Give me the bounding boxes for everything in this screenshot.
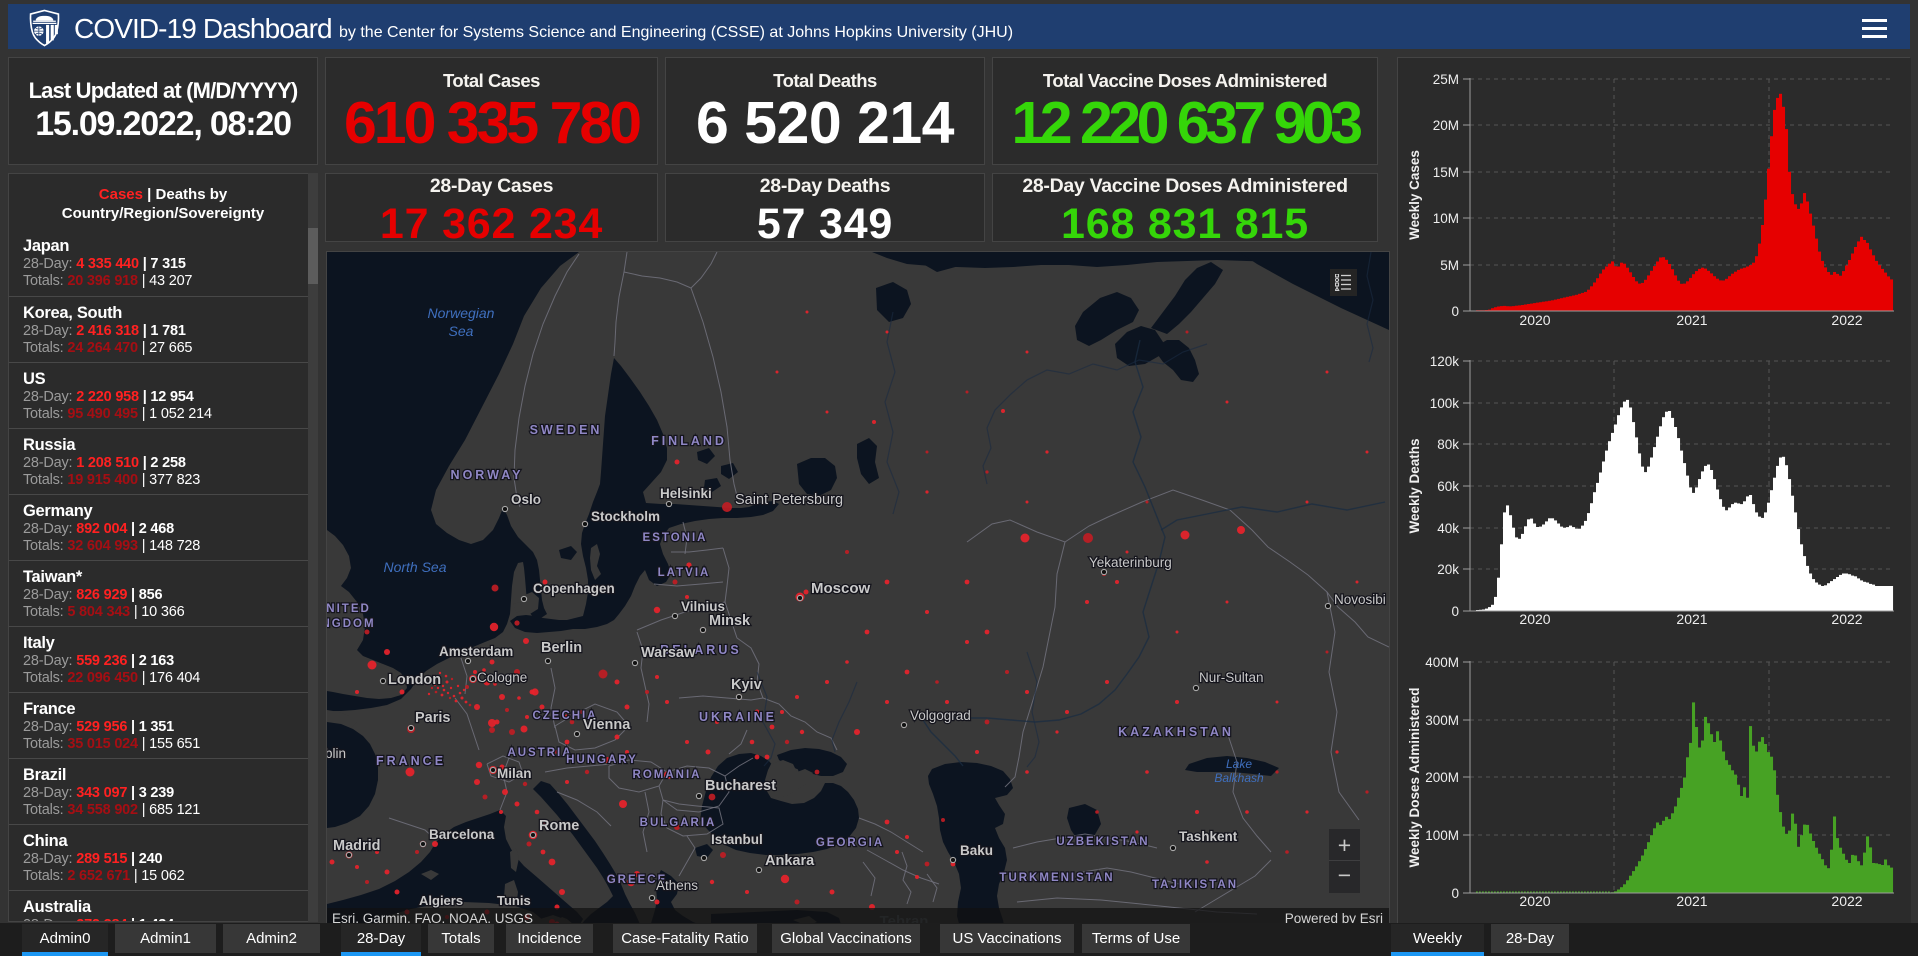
svg-text:Weekly Doses Administered: Weekly Doses Administered (1407, 687, 1422, 867)
svg-text:Moscow: Moscow (811, 580, 871, 597)
svg-text:2020: 2020 (1519, 893, 1550, 909)
svg-text:Helsinki: Helsinki (660, 486, 712, 501)
svg-text:KINGDOM: KINGDOM (327, 618, 376, 630)
svg-text:BELARUS: BELARUS (660, 643, 741, 657)
svg-text:ESTONIA: ESTONIA (643, 532, 708, 544)
svg-text:0: 0 (1451, 886, 1459, 901)
svg-text:100k: 100k (1430, 396, 1460, 411)
svg-text:Minsk: Minsk (709, 613, 751, 629)
svg-text:Vilnius: Vilnius (681, 599, 725, 614)
svg-text:Rome: Rome (539, 818, 579, 834)
svg-text:LATVIA: LATVIA (658, 567, 711, 579)
svg-text:FRANCE: FRANCE (376, 754, 446, 768)
svg-text:Weekly Deaths: Weekly Deaths (1407, 438, 1422, 533)
svg-text:BULGARIA: BULGARIA (640, 817, 717, 829)
svg-text:UZBEKISTAN: UZBEKISTAN (1056, 836, 1149, 848)
svg-text:Weekly Cases: Weekly Cases (1407, 150, 1422, 240)
svg-text:GEORGIA: GEORGIA (816, 837, 884, 849)
svg-text:Novosibi: Novosibi (1334, 592, 1386, 607)
svg-text:120k: 120k (1430, 354, 1460, 369)
svg-text:blin: blin (327, 746, 346, 761)
svg-text:TAJIKISTAN: TAJIKISTAN (1152, 879, 1238, 891)
svg-text:40k: 40k (1437, 521, 1459, 536)
svg-text:Tunis: Tunis (497, 893, 531, 908)
svg-text:Madrid: Madrid (333, 838, 381, 854)
svg-text:Barcelona: Barcelona (429, 827, 495, 842)
svg-text:20k: 20k (1437, 562, 1459, 577)
svg-text:UKRAINE: UKRAINE (699, 710, 777, 724)
svg-text:80k: 80k (1437, 437, 1459, 452)
svg-text:GREECE: GREECE (607, 874, 668, 886)
svg-text:2022: 2022 (1831, 893, 1862, 909)
svg-text:Balkhash: Balkhash (1214, 771, 1264, 785)
svg-text:ROMANIA: ROMANIA (633, 769, 702, 781)
svg-text:North Sea: North Sea (383, 559, 446, 575)
svg-text:Copenhagen: Copenhagen (533, 581, 615, 596)
svg-text:Norwegian: Norwegian (428, 305, 495, 321)
svg-text:Yekaterinburg: Yekaterinburg (1089, 555, 1172, 570)
svg-text:Bucharest: Bucharest (705, 778, 776, 794)
svg-text:Ankara: Ankara (765, 853, 815, 869)
svg-text:10M: 10M (1433, 211, 1459, 226)
svg-text:Nur-Sultan: Nur-Sultan (1199, 670, 1264, 685)
svg-text:FINLAND: FINLAND (651, 434, 727, 448)
svg-text:Berlin: Berlin (541, 640, 582, 656)
svg-text:2021: 2021 (1676, 893, 1707, 909)
svg-text:Tashkent: Tashkent (1179, 829, 1238, 844)
svg-text:2021: 2021 (1676, 611, 1707, 627)
svg-text:Volgograd: Volgograd (910, 708, 971, 723)
svg-text:20M: 20M (1433, 118, 1459, 133)
svg-text:60k: 60k (1437, 479, 1459, 494)
svg-text:15M: 15M (1433, 165, 1459, 180)
svg-text:HUNGARY: HUNGARY (566, 754, 638, 766)
svg-text:Lake: Lake (1226, 757, 1252, 771)
svg-text:100M: 100M (1425, 828, 1459, 843)
svg-text:25M: 25M (1433, 72, 1459, 87)
svg-text:Oslo: Oslo (511, 492, 541, 507)
svg-text:Kyiv: Kyiv (731, 677, 762, 693)
svg-text:AUSTRIA: AUSTRIA (507, 747, 572, 759)
svg-text:Istanbul: Istanbul (711, 832, 763, 847)
svg-text:Algiers: Algiers (419, 893, 463, 908)
svg-text:Warsaw: Warsaw (641, 645, 696, 661)
svg-text:Milan: Milan (497, 766, 532, 781)
svg-text:2020: 2020 (1519, 611, 1550, 627)
svg-text:2022: 2022 (1831, 611, 1862, 627)
svg-text:Stockholm: Stockholm (591, 509, 660, 524)
svg-text:2021: 2021 (1676, 312, 1707, 328)
svg-text:Cologne: Cologne (477, 670, 527, 685)
svg-text:Saint Petersburg: Saint Petersburg (735, 492, 843, 508)
svg-text:KAZAKHSTAN: KAZAKHSTAN (1118, 725, 1234, 739)
svg-text:2022: 2022 (1831, 312, 1862, 328)
svg-text:SWEDEN: SWEDEN (530, 423, 603, 437)
svg-text:0: 0 (1451, 304, 1459, 319)
svg-text:TURKMENISTAN: TURKMENISTAN (999, 872, 1114, 884)
svg-text:Athens: Athens (656, 878, 698, 893)
svg-text:0: 0 (1451, 604, 1459, 619)
svg-text:Vienna: Vienna (583, 717, 631, 733)
svg-text:UNITED: UNITED (327, 603, 371, 615)
svg-text:200M: 200M (1425, 770, 1459, 785)
svg-text:London: London (388, 672, 441, 688)
svg-text:Baku: Baku (960, 843, 993, 858)
svg-text:Paris: Paris (415, 710, 450, 726)
svg-text:Amsterdam: Amsterdam (439, 644, 513, 659)
svg-text:5M: 5M (1440, 258, 1459, 273)
svg-text:300M: 300M (1425, 713, 1459, 728)
svg-text:Sea: Sea (449, 323, 474, 339)
svg-text:NORWAY: NORWAY (451, 468, 524, 482)
svg-text:CZECHIA: CZECHIA (532, 710, 597, 722)
svg-text:400M: 400M (1425, 655, 1459, 670)
svg-text:2020: 2020 (1519, 312, 1550, 328)
